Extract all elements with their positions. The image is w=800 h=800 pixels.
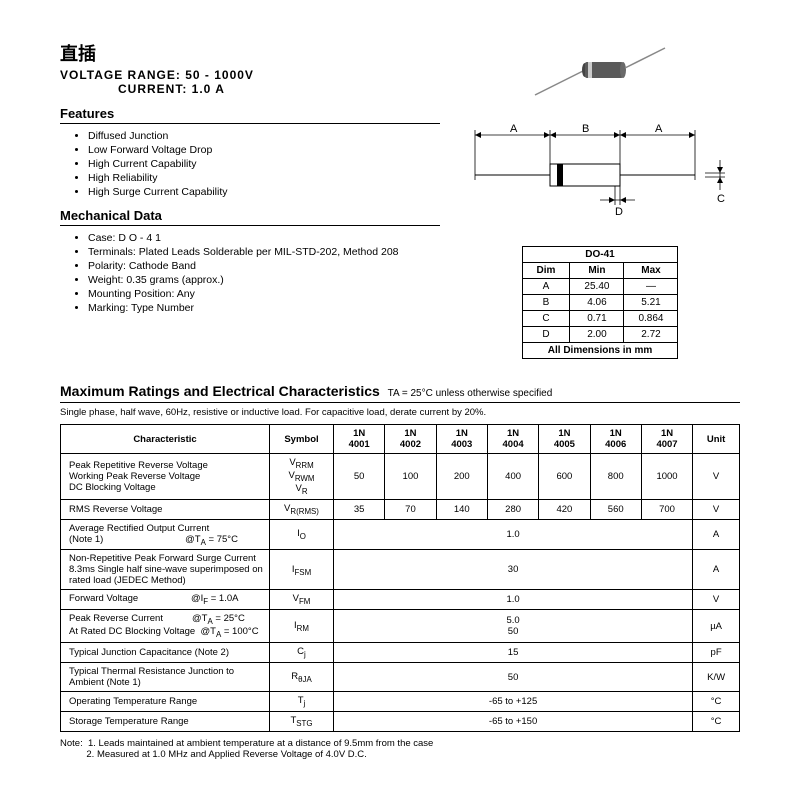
current-line: CURRENT: 1.0 A xyxy=(60,82,440,96)
table-notes: Note: 1. Leads maintained at ambient tem… xyxy=(60,738,740,760)
svg-text:B: B xyxy=(582,123,589,135)
svg-text:C: C xyxy=(717,193,725,205)
mech-item: Case: D O - 4 1 xyxy=(88,232,440,244)
characteristics-table: CharacteristicSymbol1N40011N40021N40031N… xyxy=(60,424,740,732)
svg-text:A: A xyxy=(655,123,663,135)
mech-item: Polarity: Cathode Band xyxy=(88,260,440,272)
diode-3d-icon xyxy=(530,40,670,110)
mech-item: Weight: 0.35 grams (approx.) xyxy=(88,274,440,286)
mechanical-list: Case: D O - 4 1 Terminals: Plated Leads S… xyxy=(60,232,440,314)
feature-item: High Current Capability xyxy=(88,158,440,170)
max-subnote: Single phase, half wave, 60Hz, resistive… xyxy=(60,407,740,418)
features-list: Diffused Junction Low Forward Voltage Dro… xyxy=(60,130,440,198)
features-heading: Features xyxy=(60,106,440,124)
dimension-table: DO-41 DimMinMax A25.40—B4.065.21C0.710.8… xyxy=(522,246,679,359)
svg-text:A: A xyxy=(510,123,518,135)
mech-item: Marking: Type Number xyxy=(88,302,440,314)
feature-item: High Surge Current Capability xyxy=(88,186,440,198)
mech-item: Terminals: Plated Leads Solderable per M… xyxy=(88,246,440,258)
dimension-diagram: A B A D C xyxy=(465,120,735,230)
mechanical-heading: Mechanical Data xyxy=(60,208,440,226)
svg-text:D: D xyxy=(615,206,623,218)
feature-item: Low Forward Voltage Drop xyxy=(88,144,440,156)
max-ratings-heading: Maximum Ratings and Electrical Character… xyxy=(60,383,740,403)
feature-item: High Reliability xyxy=(88,172,440,184)
title-chinese: 直插 xyxy=(60,40,440,66)
voltage-range: VOLTAGE RANGE: 50 - 1000V xyxy=(60,68,440,82)
feature-item: Diffused Junction xyxy=(88,130,440,142)
mech-item: Mounting Position: Any xyxy=(88,288,440,300)
